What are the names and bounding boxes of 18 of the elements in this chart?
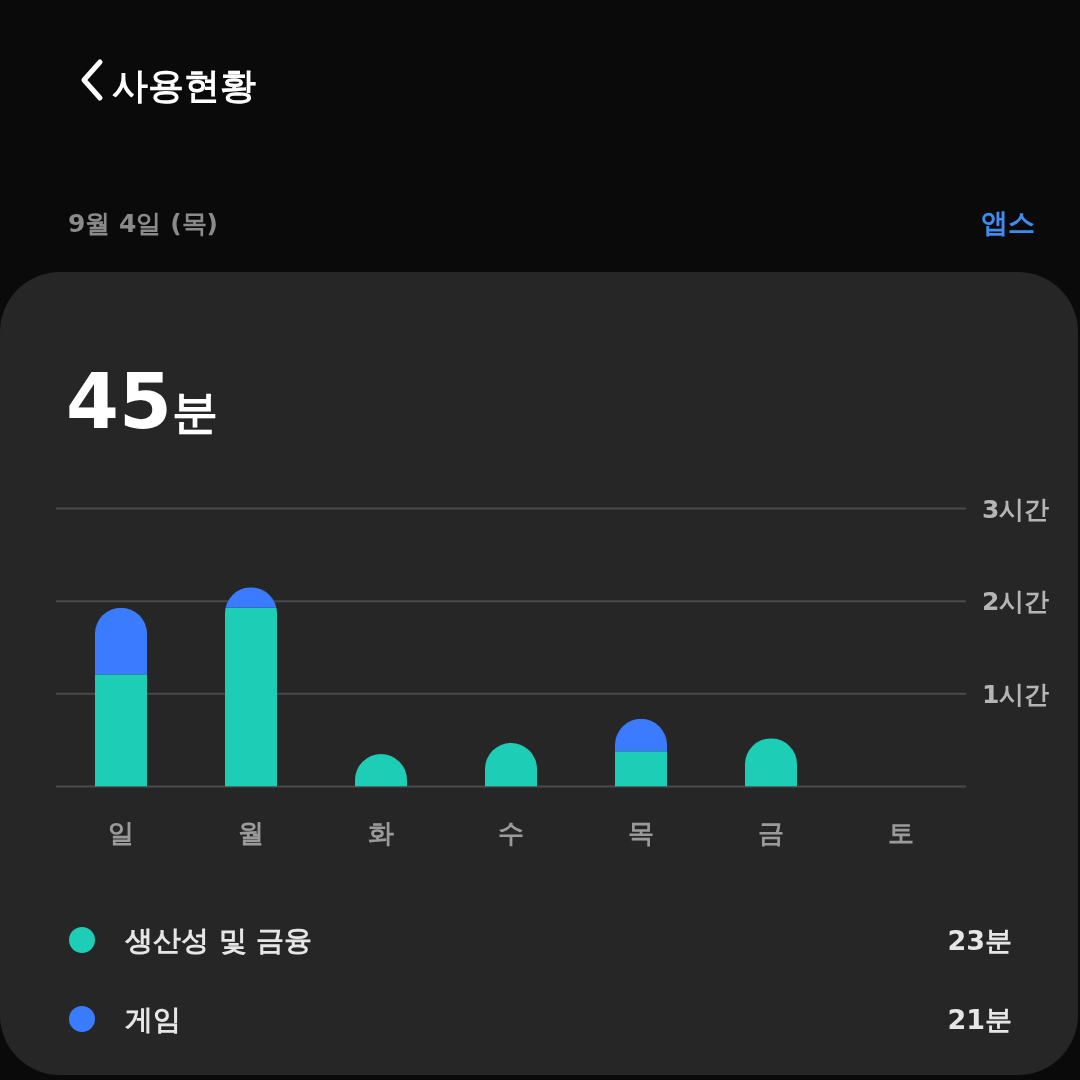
- ytick-label: 2시간: [982, 587, 1050, 617]
- annotation: 앱스: [981, 207, 1035, 238]
- xtick-label: 월: [238, 818, 264, 848]
- xtick-label: 금: [758, 818, 784, 848]
- title: 사용현황: [112, 65, 256, 106]
- legend-label: 생산성 및 금융: [125, 924, 313, 957]
- annotation: 45분: [66, 357, 218, 446]
- legend-label: 게임: [125, 1003, 181, 1036]
- xtick-label: 수: [498, 818, 524, 848]
- xtick-label: 화: [368, 818, 394, 848]
- subtitle: 9월 4일 (목): [68, 209, 219, 238]
- xtick-label: 토: [888, 818, 914, 848]
- annotation: 23분: [947, 925, 1012, 956]
- annotation: 21분: [947, 1004, 1012, 1035]
- ytick-label: 1시간: [982, 679, 1050, 709]
- xtick-label: 목: [628, 818, 654, 848]
- ytick-label: 3시간: [982, 494, 1050, 524]
- xtick-label: 일: [108, 818, 134, 848]
